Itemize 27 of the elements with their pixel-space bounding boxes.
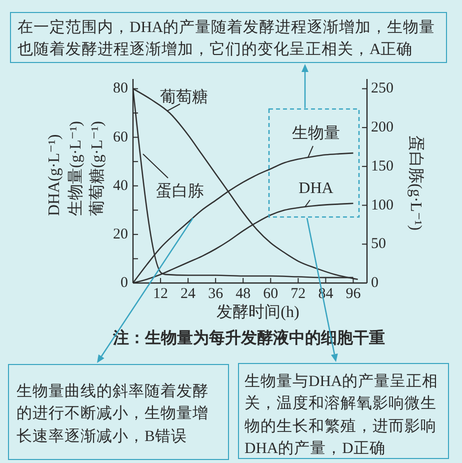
series-label: 生物量 [292,124,340,142]
y-tick-label: 20 [113,226,128,242]
text: 生物量曲线的斜率随着发酵的进行不断减小，生物量增长速率逐渐减小，B错误 [16,382,210,446]
y2-tick-label: 50 [371,236,386,252]
y2-axis-title: 蛋白胨(g·L⁻¹) [408,136,426,230]
x-axis-title: 发酵时间(h) [216,302,300,320]
y2-tick-label: 100 [371,197,394,214]
y2-tick-label: 0 [371,275,378,291]
y2-tick-label: 250 [371,80,394,97]
text: 生物量与DHA的产量呈正相关，温度和溶解氧影响微生物的生长和繁殖，进而影响DHA的产量，D正确 [244,372,440,459]
x-tick-label: 72 [290,286,306,302]
y-tick-label: 0 [120,275,128,291]
x-tick-label: 96 [346,286,362,302]
series-label: 葡萄糖 [160,88,208,106]
x-tick-label: 24 [180,286,196,302]
x-tick-label: 60 [263,286,278,302]
y-axis-title: DHA(g·L⁻¹) 生物量(g·L⁻¹) 葡萄糖(g·L⁻¹) [46,121,106,216]
y-tick-label: 40 [113,178,128,194]
series-label: DHA [298,180,334,196]
y-tick-label: 60 [113,129,128,146]
y2-tick-label: 150 [371,158,394,174]
x-tick-label: 48 [236,286,251,302]
y2-tick-label: 200 [371,120,394,136]
x-tick-label: 36 [208,286,224,302]
y-tick-label: 80 [113,80,128,97]
x-tick-label: 12 [153,286,168,302]
legend-label: 蛋白胨 [156,182,204,200]
